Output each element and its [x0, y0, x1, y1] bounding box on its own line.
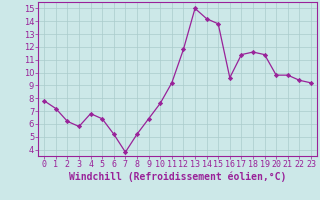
X-axis label: Windchill (Refroidissement éolien,°C): Windchill (Refroidissement éolien,°C)	[69, 172, 286, 182]
